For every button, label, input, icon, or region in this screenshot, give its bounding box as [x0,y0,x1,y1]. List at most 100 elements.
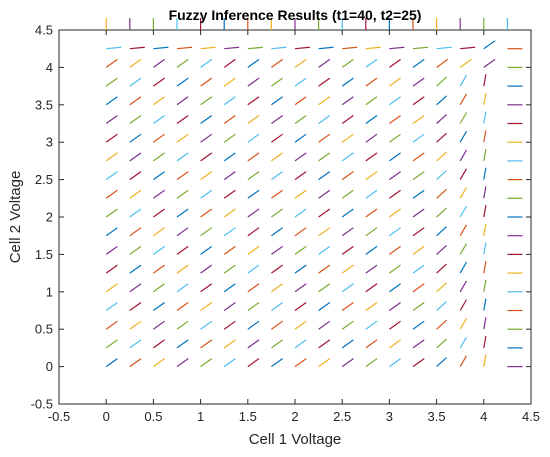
quiver-arrow [294,189,307,199]
quiver-arrow [247,283,260,293]
quiver-arrow [200,320,213,330]
quiver-arrow [341,358,354,368]
quiver-arrow [247,77,260,87]
quiver-arrow [389,133,401,143]
y-tick-label: -0.5 [31,397,53,412]
quiver-arrow [247,227,260,237]
quiver-arrow [341,245,354,255]
quiver-arrow [294,152,307,162]
x-tick-label: 3 [386,409,393,424]
quiver-arrow [459,336,468,349]
quiver-arrow [271,227,283,237]
quiver-arrow [483,242,487,255]
quiver-arrow [294,96,307,106]
quiver-arrow [129,339,142,349]
quiver-arrow [223,358,236,368]
quiver-arrow [483,130,487,143]
quiver-arrow [365,339,378,349]
y-tick-label: 3.5 [35,97,53,112]
y-tick-label: 2.5 [35,172,53,187]
quiver-arrow [389,96,401,106]
quiver-arrow [389,302,401,311]
quiver-arrow [223,227,236,237]
quiver-arrow [412,189,425,199]
quiver-arrow [389,339,401,349]
quiver-arrow [318,189,331,199]
quiver-arrow [459,149,468,162]
quiver-arrow [389,171,401,181]
quiver-arrow [365,189,378,199]
quiver-arrow [459,74,468,87]
quiver-arrow [223,208,236,218]
quiver-arrow [389,227,401,237]
quiver-arrow [459,243,468,255]
quiver-arrow [105,358,118,368]
quiver-arrow [365,133,378,143]
quiver-arrow [460,46,476,50]
quiver-arrow [271,283,283,293]
x-axis-label: Cell 1 Voltage [249,431,342,448]
quiver-arrow [412,58,425,68]
quiver-arrow [153,283,165,293]
quiver-arrow [153,46,169,50]
quiver-arrow [459,58,472,68]
quiver-arrow [294,264,307,274]
quiver-arrow [223,320,236,330]
x-tick-label: -0.5 [48,409,70,424]
y-axis-ticks: -0.5 0 0.5 1 1.5 2 2.5 3 3.5 4 4.5 [31,23,531,412]
quiver-arrow [341,189,354,199]
quiver-arrow [436,338,447,349]
x-tick-label: 0.5 [144,409,162,424]
quiver-arrow [105,264,118,274]
quiver-arrow [436,170,447,181]
quiver-arrow [365,58,378,68]
x-tick-label: 1.5 [239,409,257,424]
quiver-arrow [318,245,331,255]
quiver-arrow [436,46,452,50]
quiver-arrow [247,358,260,368]
quiver-arrow [389,208,401,218]
quiver-arrow [129,245,142,255]
quiver-arrow [153,152,165,162]
quiver-arrow [223,133,236,143]
quiver-arrow [200,77,213,87]
quiver-arrow [176,283,189,293]
quiver-arrow [200,46,216,50]
quiver-arrow [436,132,447,143]
quiver-arrow [105,283,118,293]
x-tick-label: 2.5 [333,409,351,424]
y-tick-label: 4 [46,60,53,75]
quiver-arrow [483,335,487,349]
quiver-arrow [105,302,118,311]
quiver-arrow [247,133,260,143]
quiver-arrow [223,115,236,124]
quiver-arrow [129,358,142,368]
quiver-arrow [176,133,189,143]
quiver-arrow [200,58,213,68]
quiver-arrow [153,133,165,143]
quiver-arrow [294,227,307,237]
quiver-arrow [271,77,283,87]
quiver-arrow [200,208,213,218]
quiver-arrow [412,302,425,311]
quiver-arrow [271,115,283,124]
quiver-arrow [271,208,283,218]
quiver-arrow [483,298,487,311]
quiver-arrow [153,302,165,311]
quiver-arrow [436,114,447,124]
quiver-arrow [436,151,447,162]
quiver-arrow [271,152,283,162]
quiver-arrow [341,339,354,349]
quiver-arrow [223,339,236,349]
quiver-arrow [129,208,142,218]
quiver-arrow [176,264,189,274]
quiver-arrow [129,189,142,199]
quiver-arrow [223,152,236,162]
quiver-arrow [224,46,240,50]
quiver-arrow [365,283,378,293]
quiver-arrow [271,245,283,255]
quiver-arrow [436,95,447,106]
quiver-arrow [365,152,378,162]
quiver-arrow [176,227,189,237]
